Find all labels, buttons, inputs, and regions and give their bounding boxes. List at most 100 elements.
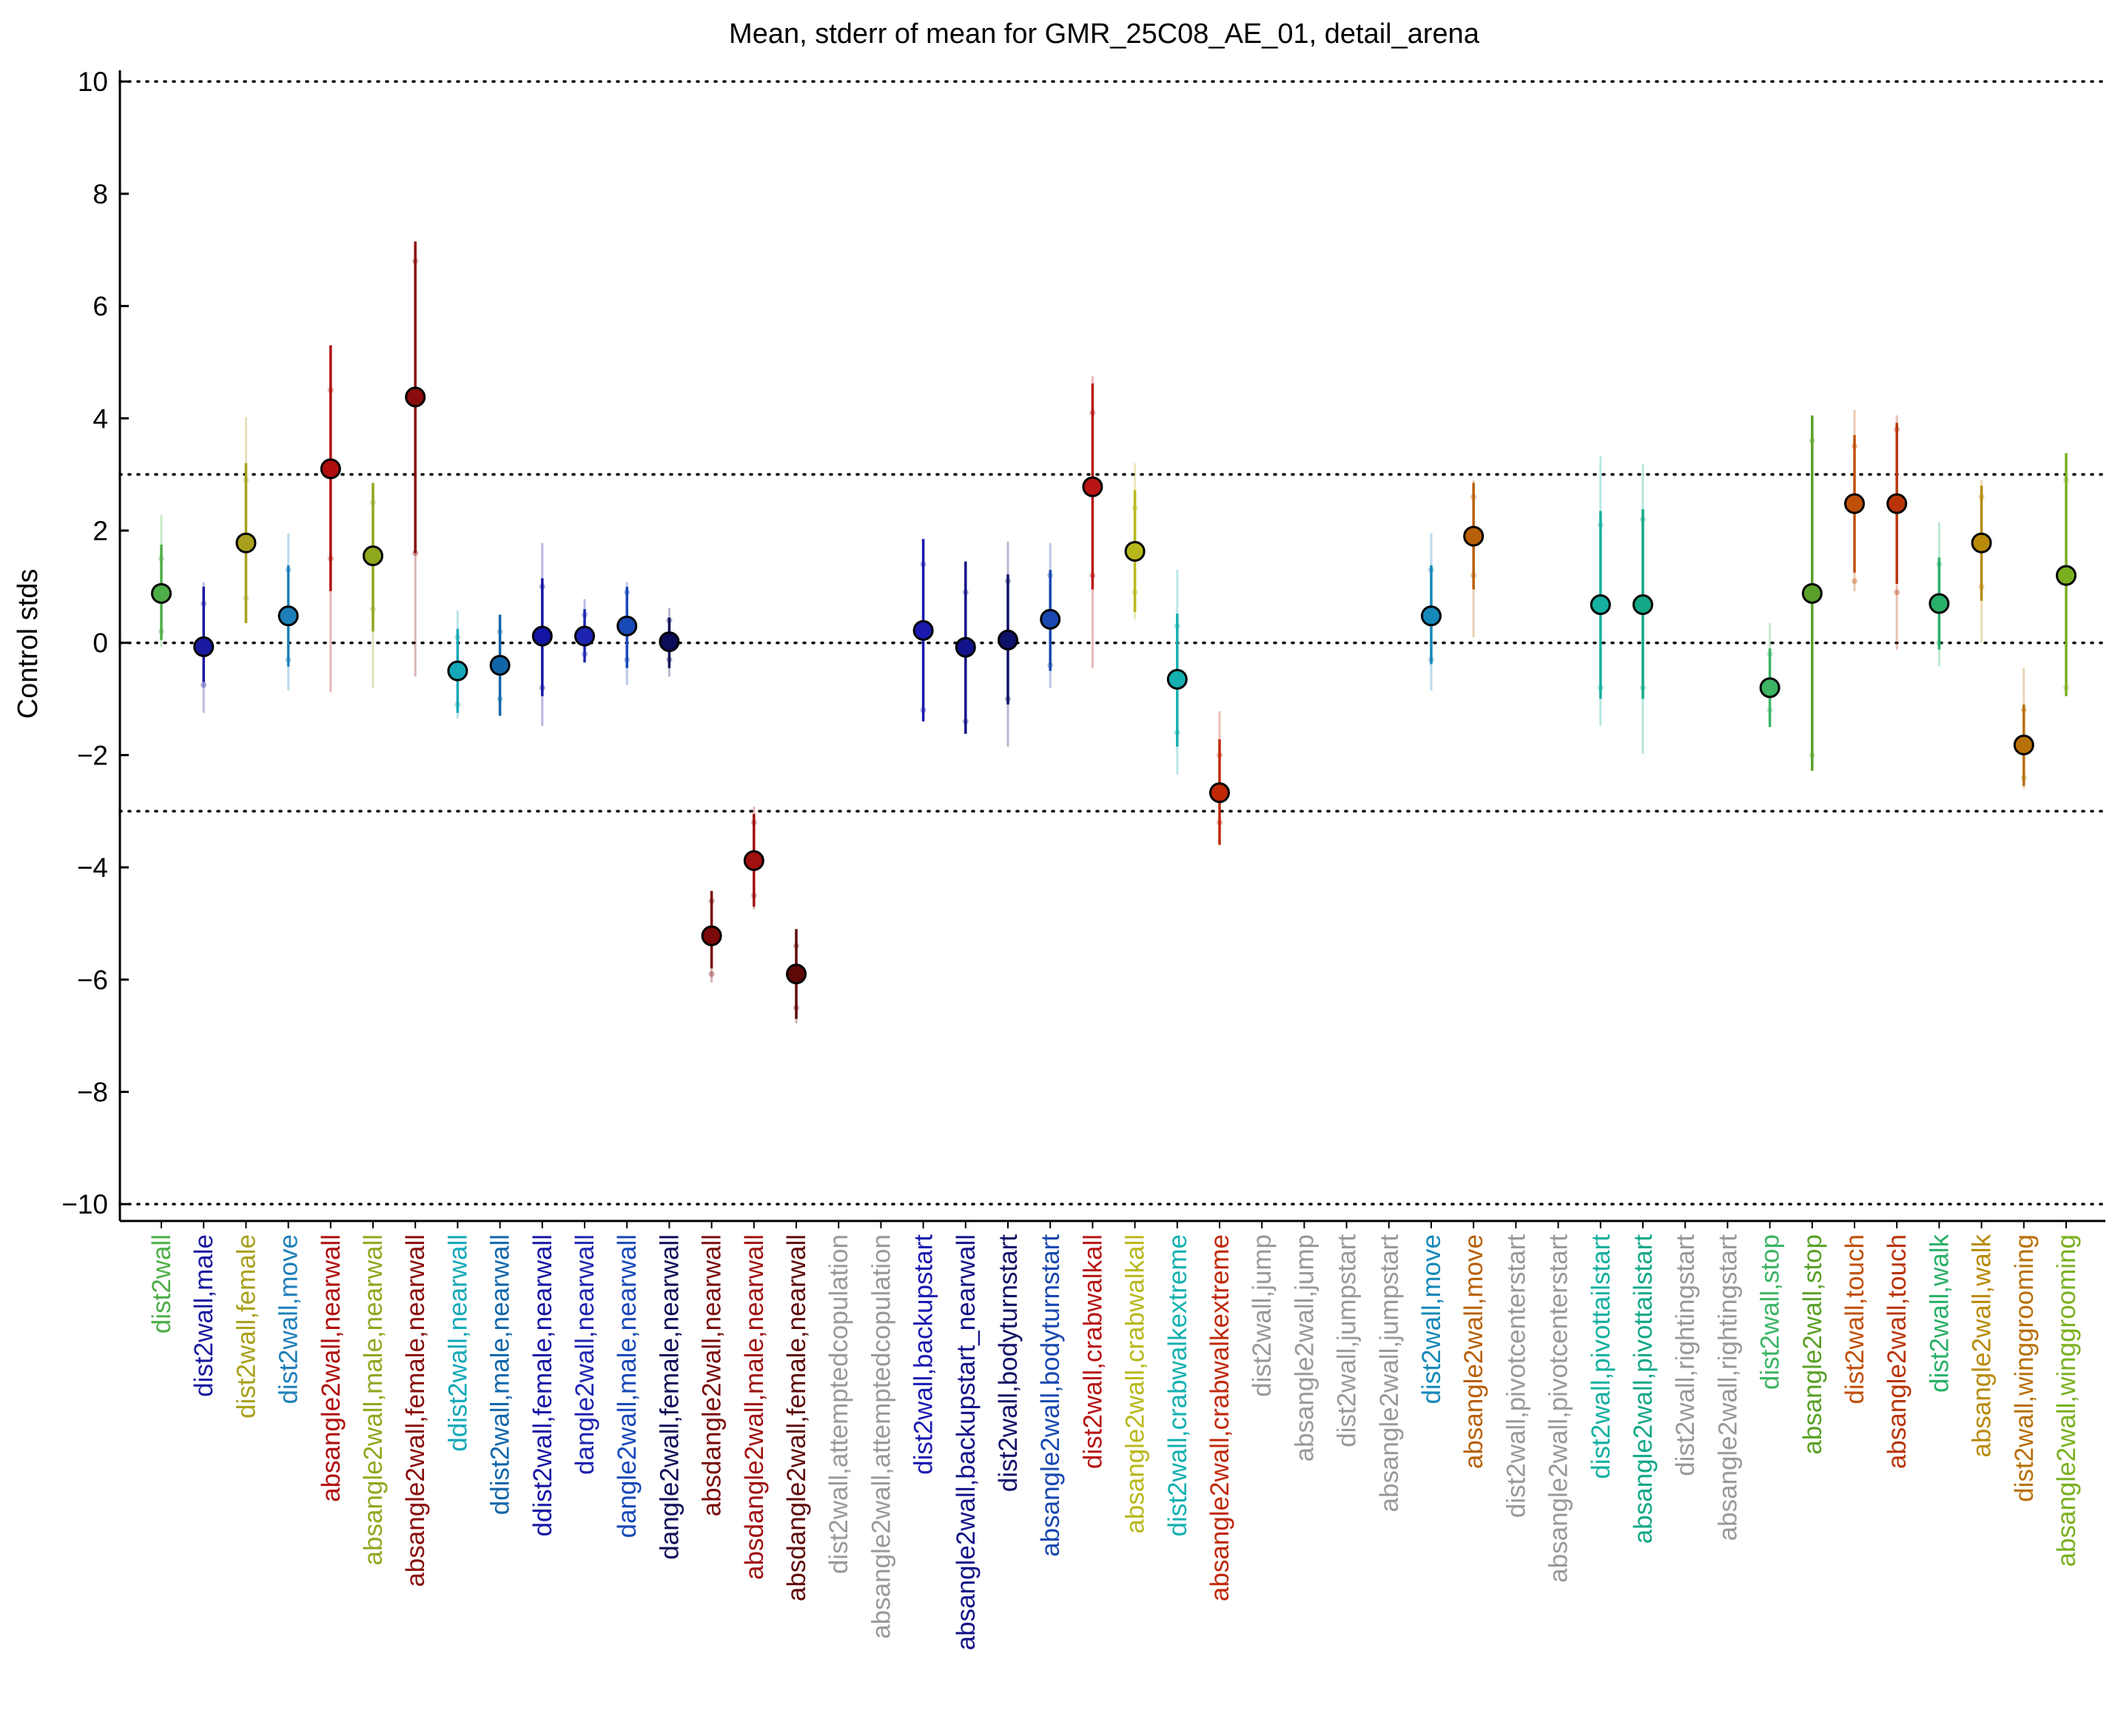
mean-point [1929, 593, 1950, 614]
series-group [1421, 533, 1442, 691]
mean-point [193, 636, 215, 658]
individual-point [1936, 561, 1943, 568]
mean-point [1886, 493, 1908, 514]
chart-title: Mean, stderr of mean for GMR_25C08_AE_01… [729, 18, 1480, 50]
mean-point [1463, 525, 1484, 547]
individual-point [370, 499, 376, 506]
individual-point [1005, 578, 1011, 585]
x-tick-label: dist2wall,jump [1248, 1234, 1277, 1397]
series-group [1633, 464, 1653, 754]
x-tick-label: absangle2wall,male,nearwall [359, 1234, 388, 1565]
x-tick-label: absangle2wall,female,nearwall [401, 1234, 430, 1587]
series-group [786, 929, 807, 1023]
individual-point [539, 583, 545, 590]
series-group [1759, 623, 1781, 727]
mean-point [701, 925, 722, 946]
x-tick-label: dist2wall,touch [1840, 1234, 1869, 1404]
individual-point [2020, 774, 2027, 781]
x-tick-labels: dist2wall dist2wall,male dist2wall,female d… [147, 1221, 2081, 1650]
reference-lines [118, 80, 2107, 1205]
x-tick-label: ddist2wall,nearwall [443, 1234, 472, 1452]
x-tick-label: dist2wall,pivottailstart [1587, 1234, 1615, 1479]
series-group [574, 599, 595, 663]
mean-point [363, 545, 383, 567]
individual-point [666, 656, 673, 663]
individual-point [666, 617, 673, 624]
x-tick-label: dist2wall,attemptedcopulation [824, 1234, 853, 1574]
y-tick-label: 2 [93, 516, 108, 546]
mean-point [1971, 532, 1992, 554]
mean-point [616, 615, 638, 636]
x-tick-label: dist2wall,stop [1756, 1234, 1785, 1390]
x-tick-label: dist2wall,pivotcenterstart [1502, 1234, 1530, 1518]
x-tick-label: dangle2wall,male,nearwall [613, 1234, 642, 1538]
x-tick-label: dist2wall,rightingstart [1671, 1234, 1700, 1476]
individual-point [1174, 730, 1180, 736]
individual-point [582, 650, 588, 657]
individual-point [1428, 656, 1434, 663]
series-group [1463, 480, 1484, 638]
series-group [278, 533, 299, 691]
series-group [1124, 462, 1146, 619]
x-tick-label: ddist2wall,male,nearwall [486, 1234, 515, 1515]
individual-point [750, 892, 757, 899]
mean-point [659, 631, 680, 653]
individual-point [1809, 752, 1815, 758]
series-group [405, 241, 426, 677]
mean-point [447, 660, 468, 682]
x-tick-label: dangle2wall,nearwall [571, 1234, 599, 1475]
x-tick-label: dist2wall,crabwalkextreme [1163, 1234, 1192, 1536]
x-tick-label: dist2wall,female [232, 1234, 260, 1419]
series-group [2013, 667, 2034, 789]
x-tick-label: absangle2wall,attemptedcopulation [867, 1234, 895, 1639]
series-group [447, 610, 468, 719]
series-group [1209, 711, 1230, 845]
mean-point [1082, 476, 1103, 497]
y-tick-label: 0 [93, 628, 108, 659]
y-tick-label: −4 [77, 852, 108, 883]
individual-point [201, 682, 207, 688]
x-tick-label: dist2wall,male [189, 1234, 218, 1397]
series-group [151, 514, 172, 647]
x-tick-label: absangle2wall,move [1459, 1234, 1488, 1469]
x-tick-label: dist2wall,winggrooming [2010, 1234, 2039, 1502]
y-tick-label: 10 [78, 67, 108, 97]
individual-point [1978, 494, 1985, 500]
series-group [659, 608, 680, 677]
mean-point [1166, 669, 1188, 690]
x-tick-label: absangle2wall,jumpstart [1375, 1234, 1404, 1513]
x-tick-label: absangle2wall,jump [1290, 1234, 1319, 1461]
mean-point [912, 620, 934, 642]
mean-point [1040, 608, 1061, 630]
individual-point [793, 1004, 799, 1011]
individual-point [1894, 426, 1900, 433]
x-tick-label: dist2wall [147, 1234, 176, 1333]
series-group [998, 542, 1018, 747]
individual-point [624, 589, 631, 596]
mean-point [1759, 677, 1781, 699]
individual-point [1132, 589, 1138, 596]
individual-point [1597, 522, 1604, 528]
individual-point [2063, 477, 2069, 483]
individual-point [1047, 572, 1054, 579]
individual-point [1597, 684, 1604, 691]
series-group [193, 582, 215, 713]
y-tick-label: −8 [77, 1077, 108, 1108]
individual-point [370, 606, 376, 613]
x-tick-label: absangle2wall,backupstart_nearwall [952, 1234, 981, 1650]
y-tick-label: 6 [93, 292, 108, 322]
series-group [912, 539, 934, 721]
series-group [955, 561, 976, 734]
individual-point [285, 567, 292, 573]
individual-point [327, 555, 334, 562]
series-group [235, 417, 257, 624]
mean-point [1421, 605, 1442, 627]
x-tick-label: absangle2wall,rightingstart [1713, 1234, 1742, 1541]
series-group [531, 542, 553, 726]
individual-point [158, 555, 164, 562]
x-tick-label: absangle2wall,touch [1883, 1234, 1911, 1469]
x-tick-label: dist2wall,move [275, 1234, 303, 1404]
x-tick-label: absangle2wall,pivottailstart [1629, 1234, 1658, 1544]
mean-point [405, 386, 426, 408]
x-tick-label: absangle2wall,walk [1968, 1234, 1997, 1458]
